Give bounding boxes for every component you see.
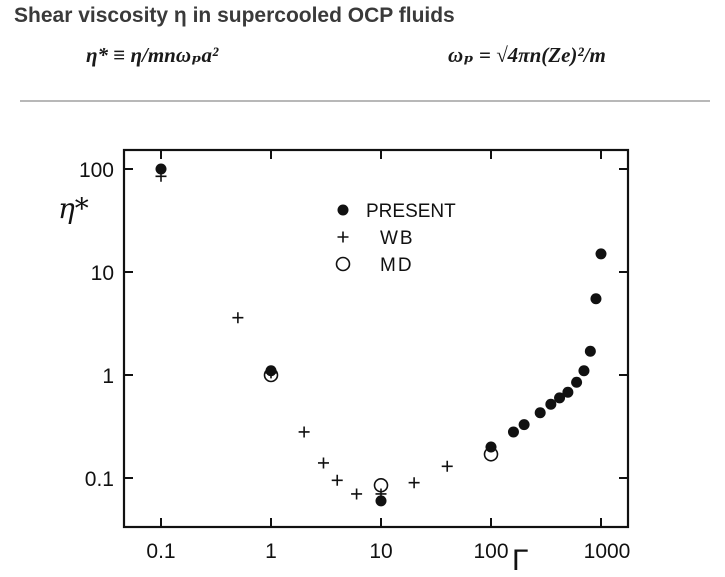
legend-marker-md: [335, 256, 351, 272]
x-tick-label: 1: [265, 540, 277, 563]
legend-label-present: PRESENT: [366, 201, 456, 222]
present-point: [554, 392, 566, 404]
plasma-frequency-formula: ωₚ = √4πn(Ze)²/m: [448, 43, 606, 67]
y-tick-label: 0.1: [85, 468, 114, 491]
md-point: [483, 446, 499, 462]
y-tick-label: 1: [102, 365, 114, 388]
present-point: [584, 345, 596, 357]
wb-point: [155, 170, 167, 182]
present-point: [507, 426, 519, 438]
present-point: [571, 376, 583, 388]
legend-marker-wb: [337, 231, 349, 243]
wb-point: [408, 477, 420, 489]
wb-point: [298, 426, 310, 438]
viscosity-formula: η* ≡ η/mnωₚa²: [86, 43, 219, 67]
legend-marker-present: [337, 204, 349, 216]
y-axis-label: η*: [58, 192, 89, 225]
header-divider: [20, 100, 710, 102]
md-point: [263, 367, 279, 383]
x-tick-label: 100: [473, 540, 508, 563]
wb-point: [375, 488, 387, 500]
present-point: [534, 407, 546, 419]
present-point: [595, 248, 607, 260]
wb-point: [441, 460, 453, 472]
md-point: [373, 477, 389, 493]
wb-point: [232, 312, 244, 324]
x-axis-label: Γ: [512, 544, 529, 577]
page-title: Shear viscosity η in supercooled OCP flu…: [14, 4, 455, 27]
wb-point: [351, 488, 363, 500]
present-point: [590, 293, 602, 305]
x-tick-label: 0.1: [146, 540, 175, 563]
y-tick-label: 100: [79, 159, 114, 182]
present-point: [578, 365, 590, 377]
present-point: [545, 398, 557, 410]
x-tick-label: 1000: [584, 540, 631, 563]
wb-point: [317, 457, 329, 469]
present-point: [562, 386, 574, 398]
legend-label-wb: WB: [380, 228, 415, 249]
present-point: [518, 419, 530, 431]
present-point: [155, 163, 167, 175]
wb-point: [331, 474, 343, 486]
present-point: [375, 495, 387, 507]
plot-frame: [122, 148, 630, 529]
y-tick-label: 10: [91, 262, 114, 285]
x-tick-label: 10: [369, 540, 392, 563]
legend-label-md: MD: [380, 255, 414, 276]
